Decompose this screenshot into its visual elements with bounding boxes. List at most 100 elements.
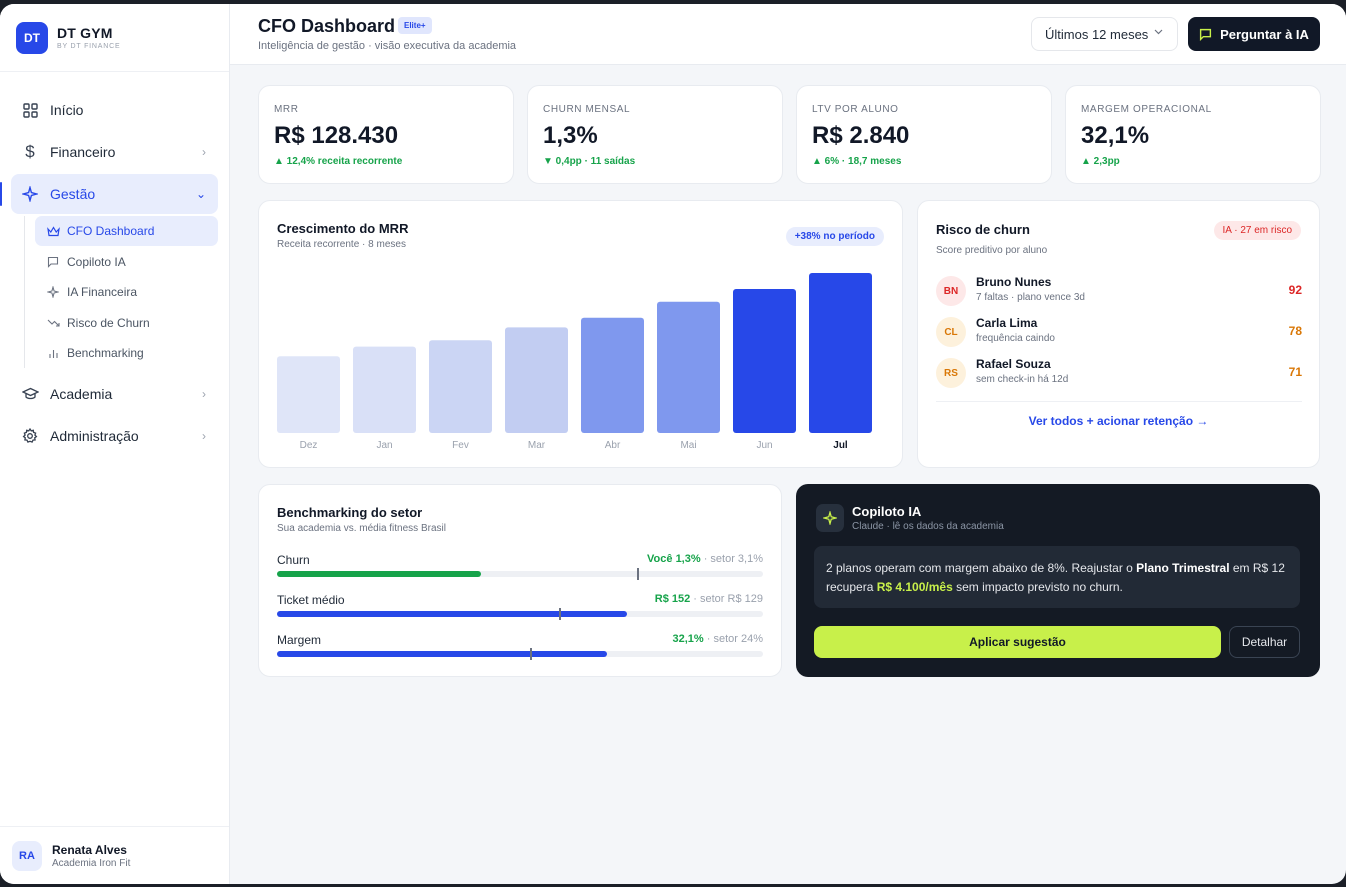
- sidebar-subitem-copiloto-ia[interactable]: Copiloto IA: [35, 247, 218, 277]
- kpi-label: LTV POR ALUNO: [812, 104, 899, 115]
- bar-mai[interactable]: [657, 301, 720, 433]
- card-title: Risco de churn: [936, 222, 1030, 237]
- sidebar-item-label: Academia: [50, 386, 113, 402]
- sidebar-subitem-ia-financeira[interactable]: IA Financeira: [35, 277, 218, 307]
- kpi-value: 32,1%: [1081, 122, 1150, 149]
- sidebar-item-academia[interactable]: Academia ›: [11, 374, 218, 414]
- sidebar-subitem-label: CFO Dashboard: [67, 224, 155, 238]
- benchmark-fill: [277, 571, 482, 577]
- benchmark-card: Benchmarking do setor Sua academia vs. m…: [258, 484, 782, 677]
- sparkle-icon: [21, 185, 39, 203]
- chat-icon: [46, 256, 60, 268]
- student-name: Bruno Nunes: [976, 275, 1052, 289]
- message-text: sem impacto previsto no churn.: [952, 580, 1123, 594]
- chevron-right-icon: ›: [202, 145, 206, 159]
- kpi-card-margem: MARGEM OPERACIONAL 32,1% ▲ 2,3pp: [1065, 85, 1321, 184]
- sidebar-item-administracao[interactable]: Administração ›: [11, 416, 218, 456]
- detail-button[interactable]: Detalhar: [1229, 626, 1300, 658]
- sidebar-item-gestao[interactable]: Gestão ⌄: [0, 174, 218, 214]
- sidebar-subitem-benchmarking[interactable]: Benchmarking: [35, 338, 218, 368]
- kpi-card-churn: CHURN MENSAL 1,3% ▼ 0,4pp · 11 saídas: [527, 85, 783, 184]
- bar-dez[interactable]: [277, 356, 340, 433]
- x-tick-label: Dez: [300, 440, 318, 451]
- brand-name: DT GYM: [57, 25, 113, 41]
- kpi-value: R$ 128.430: [274, 122, 399, 149]
- ask-ai-button[interactable]: Perguntar à IA: [1188, 17, 1320, 51]
- bar-abr[interactable]: [581, 317, 644, 433]
- copilot-message: 2 planos operam com margem abaixo de 8%.…: [814, 546, 1300, 608]
- bar-mar[interactable]: [505, 327, 568, 433]
- kpi-value: 1,3%: [543, 122, 598, 149]
- bar-fev[interactable]: [429, 340, 492, 433]
- risk-score: 78: [1288, 324, 1302, 338]
- brand-logo: DT: [16, 21, 48, 54]
- copilot-title: Copiloto IA: [852, 504, 922, 519]
- avatar: RA: [12, 840, 42, 871]
- sidebar-subitem-label: Risco de Churn: [67, 315, 150, 330]
- benchmark-fill: [277, 611, 627, 617]
- benchmark-sector: · setor 24%: [703, 633, 763, 645]
- sector-marker: [529, 648, 532, 660]
- benchmark-you: Você 1,3%: [647, 553, 701, 565]
- avatar: RS: [936, 358, 966, 388]
- active-indicator: [0, 182, 2, 206]
- chevron-right-icon: ›: [202, 387, 206, 401]
- benchmark-track: [277, 608, 763, 620]
- x-tick-label: Jan: [376, 440, 392, 451]
- divider: [936, 401, 1302, 402]
- list-item[interactable]: CL Carla Lima frequência caindo 78: [936, 312, 1302, 352]
- risk-count-badge: IA · 27 em risco: [1213, 221, 1301, 240]
- x-tick-label: Fev: [452, 440, 469, 451]
- kpi-card-ltv: LTV POR ALUNO R$ 2.840 ▲ 6% · 18,7 meses: [796, 85, 1052, 184]
- avatar: BN: [936, 276, 966, 306]
- sidebar-item-label: Administração: [50, 428, 139, 444]
- bar-jan[interactable]: [353, 346, 416, 433]
- bar-chart-icon: [46, 348, 60, 359]
- benchmark-you: R$ 152: [654, 593, 691, 605]
- sidebar-item-financeiro[interactable]: $ Financeiro ›: [11, 132, 218, 172]
- avatar: CL: [936, 317, 966, 347]
- card-subtitle: Score preditivo por aluno: [936, 245, 1048, 256]
- benchmark-track: [277, 648, 763, 660]
- student-name: Carla Lima: [976, 316, 1038, 330]
- mrr-bar-chart: Dez Jan Fev Mar Abr Mai Jun Jul: [277, 273, 872, 451]
- kpi-label: MRR: [274, 104, 299, 115]
- chevron-down-icon: ⌄: [195, 187, 206, 201]
- brand[interactable]: DT DT GYM BY DT FINANCE: [0, 4, 229, 72]
- message-text: 2 planos operam com margem abaixo de 8%.…: [826, 561, 1137, 575]
- list-item[interactable]: BN Bruno Nunes 7 faltas · plano vence 3d…: [936, 271, 1302, 311]
- benchmark-you: 32,1%: [672, 633, 704, 645]
- topbar: CFO Dashboard Elite+ Inteligência de ges…: [230, 4, 1346, 65]
- main-content: CFO Dashboard Elite+ Inteligência de ges…: [230, 4, 1346, 884]
- benchmark-row: Ticket médio R$ 152 · setor R$ 129: [277, 593, 763, 633]
- plan-name: Plano Trimestral: [1136, 561, 1230, 575]
- view-all-retention-link[interactable]: Ver todos + acionar retenção →: [1028, 414, 1209, 428]
- chat-icon: [1199, 28, 1212, 41]
- bar-jun[interactable]: [733, 289, 796, 433]
- sidebar-subitem-label: Copiloto IA: [67, 254, 126, 269]
- kpi-label: CHURN MENSAL: [543, 104, 631, 115]
- user-profile[interactable]: RA Renata Alves Academia Iron Fit: [0, 826, 229, 884]
- sidebar-item-inicio[interactable]: Início: [11, 90, 218, 130]
- sector-marker: [558, 608, 561, 620]
- benchmark-label: Ticket médio: [277, 593, 345, 607]
- list-item[interactable]: RS Rafael Souza sem check-in há 12d 71: [936, 353, 1302, 393]
- crown-icon: [46, 225, 60, 237]
- kpi-delta: ▲ 2,3pp: [1081, 156, 1120, 167]
- chevron-down-icon: [1154, 27, 1163, 38]
- trend-down-icon: [46, 318, 60, 328]
- sidebar-subitem-cfo-dashboard[interactable]: CFO Dashboard: [35, 216, 218, 246]
- apply-suggestion-button[interactable]: Aplicar sugestão: [814, 626, 1221, 658]
- card-subtitle: Receita recorrente · 8 meses: [277, 239, 406, 250]
- submenu-gestao: CFO Dashboard Copiloto IA IA Financeira: [24, 216, 218, 368]
- brand-sub: BY DT FINANCE: [57, 43, 121, 50]
- kpi-delta: ▲ 12,4% receita recorrente: [274, 156, 403, 167]
- benchmark-value: Você 1,3% · setor 3,1%: [647, 553, 763, 565]
- period-select[interactable]: Últimos 12 meses: [1031, 17, 1178, 51]
- student-note: frequência caindo: [976, 333, 1055, 344]
- benchmark-sector: · setor R$ 129: [690, 593, 763, 605]
- bar-jul[interactable]: [809, 273, 872, 433]
- sidebar: DT DT GYM BY DT FINANCE Início $ Finance…: [0, 4, 230, 884]
- sidebar-subitem-label: Benchmarking: [67, 346, 144, 360]
- sidebar-subitem-risco-de-churn[interactable]: Risco de Churn: [35, 308, 218, 338]
